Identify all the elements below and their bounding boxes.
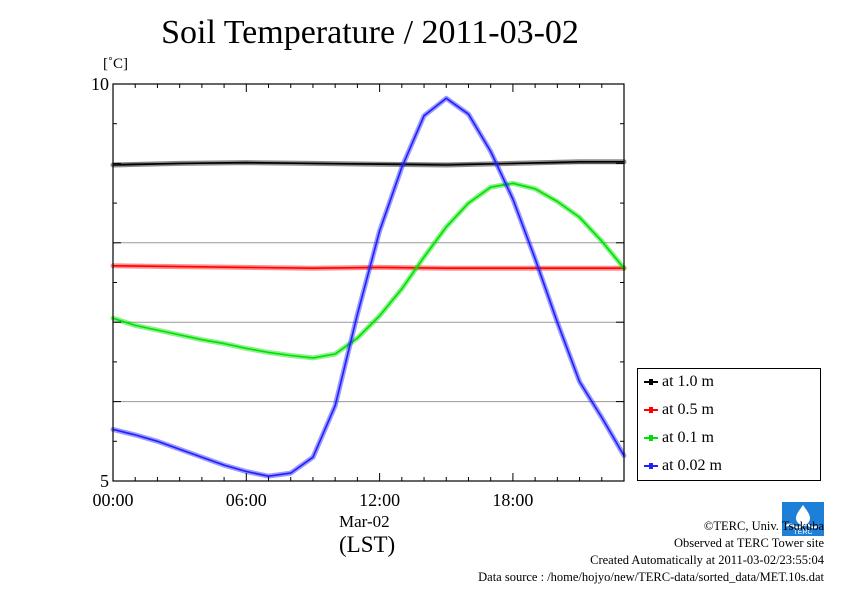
legend-swatch-05m xyxy=(644,407,658,413)
legend-item-01m: at 0.1 m xyxy=(644,428,714,448)
y-tick-label: 5 xyxy=(100,471,109,491)
legend-item-1m: at 1.0 m xyxy=(644,372,714,392)
series-line-2 xyxy=(112,182,625,359)
terc-logo-icon: TERC xyxy=(782,502,824,536)
legend-label-1m: at 1.0 m xyxy=(662,373,714,390)
x-axis-timezone-label: (LST) xyxy=(339,532,396,557)
x-tick-label: 00:00 xyxy=(92,490,133,510)
legend-swatch-002m xyxy=(644,463,658,469)
x-tick-label: 06:00 xyxy=(226,490,267,510)
y-axis-unit-label: [˚C] xyxy=(103,56,128,72)
created-timestamp-text: Created Automatically at 2011-03-02/23:5… xyxy=(590,553,824,567)
data-source-text: Data source : /home/hojyo/new/TERC-data/… xyxy=(478,570,824,584)
legend: at 1.0 m at 0.5 m at 0.1 m at 0.02 m xyxy=(637,368,821,481)
observed-site-text: Observed at TERC Tower site xyxy=(673,536,824,550)
grid-lines xyxy=(113,162,624,403)
series-lines xyxy=(110,95,627,479)
legend-item-002m: at 0.02 m xyxy=(644,456,722,476)
series-glow-3 xyxy=(110,95,627,479)
legend-label-002m: at 0.02 m xyxy=(662,457,722,474)
tick-labels: 00:00 06:00 12:00 18:00 5 10 xyxy=(91,74,533,510)
legend-label-01m: at 0.1 m xyxy=(662,429,714,446)
y-tick-label: 10 xyxy=(91,74,109,94)
plot-frame xyxy=(112,83,625,482)
series-line-1 xyxy=(112,265,624,270)
x-tick-label: 18:00 xyxy=(492,490,533,510)
chart-title: Soil Temperature / 2011-03-02 xyxy=(161,14,579,51)
copyright-text: ©TERC, Univ. Tsukuba xyxy=(703,519,824,533)
legend-label-05m: at 0.5 m xyxy=(662,401,714,418)
legend-item-05m: at 0.5 m xyxy=(644,400,714,420)
x-tick-label: 12:00 xyxy=(359,490,400,510)
logo-text: TERC xyxy=(793,529,812,536)
credits-block: ©TERC, Univ. Tsukuba Observed at TERC To… xyxy=(478,518,824,586)
series-line-0 xyxy=(112,161,624,166)
legend-swatch-01m xyxy=(644,435,658,441)
x-axis-date-label: Mar-02 xyxy=(339,512,390,531)
series-line-3 xyxy=(112,97,625,478)
legend-swatch-1m xyxy=(644,379,658,385)
axis-ticks xyxy=(112,83,625,482)
